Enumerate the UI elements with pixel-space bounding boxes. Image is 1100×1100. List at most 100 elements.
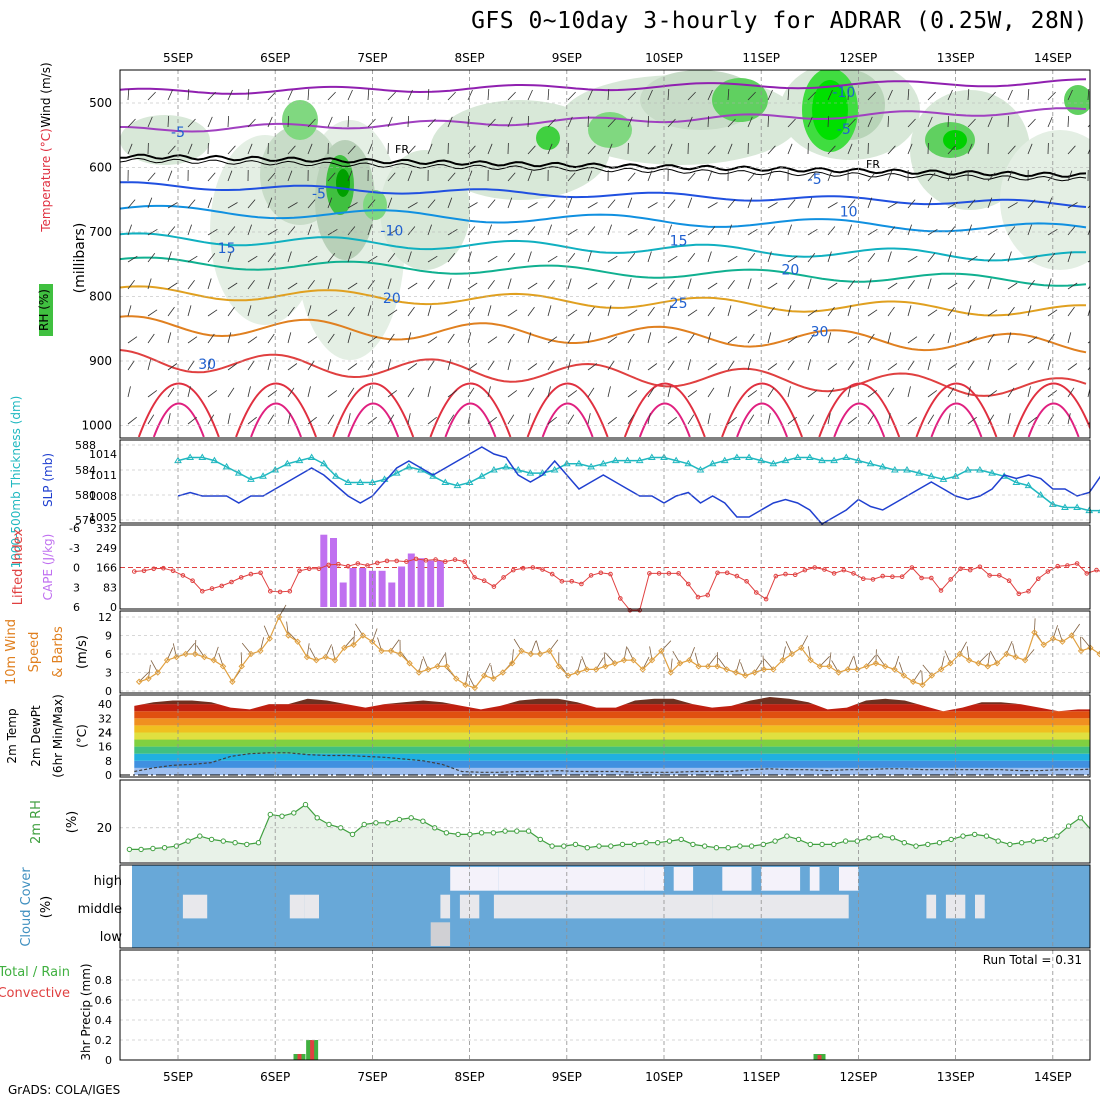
rh-point — [549, 843, 555, 849]
wind-barb — [907, 416, 917, 425]
wind-barb — [307, 336, 318, 344]
wind-barb — [947, 387, 955, 398]
thickness-point — [1036, 491, 1045, 498]
isotherm — [120, 232, 1087, 262]
wind-barb — [787, 386, 791, 398]
wind-barb — [907, 224, 912, 236]
wind-barb — [607, 305, 612, 317]
wind-barb — [667, 199, 676, 209]
wind-barb — [1067, 170, 1073, 182]
temperature-band — [134, 746, 1090, 754]
thickness-point — [781, 456, 790, 464]
freezing-label: FR — [395, 143, 409, 156]
rh-point — [1089, 829, 1090, 833]
wind-barb — [487, 199, 496, 209]
wind-barb-10m — [241, 642, 252, 655]
cloud-cell — [839, 867, 859, 891]
wind-speed-point — [387, 647, 395, 655]
cape-bar — [320, 534, 328, 607]
date-label-bottom: 6SEP — [260, 1070, 290, 1084]
wind-barb — [1027, 336, 1038, 344]
cloud-cell — [566, 894, 596, 919]
thickness-point — [332, 472, 340, 479]
wind-barb — [827, 145, 836, 155]
wind-barb — [567, 333, 575, 344]
lifted-index-point — [792, 572, 798, 578]
wind-barb — [867, 172, 876, 182]
wind-barb — [707, 282, 718, 290]
wind-speed-point — [844, 666, 852, 673]
wind-barb — [787, 279, 795, 290]
date-label-bottom: 13SEP — [937, 1070, 975, 1084]
wind-barb — [827, 115, 829, 128]
temperature-tick-label: 24 — [98, 726, 112, 739]
wind-barb — [487, 224, 492, 236]
wind-barb — [607, 143, 613, 155]
wind-barb — [347, 251, 352, 263]
rh-point — [690, 841, 696, 848]
rh-point — [314, 815, 320, 821]
wind-barb — [367, 199, 376, 209]
wind-barb — [847, 143, 853, 155]
wind-barb — [407, 387, 415, 398]
rh-plot — [126, 801, 1090, 862]
thickness-point — [793, 453, 802, 460]
wind-barb — [887, 202, 898, 209]
wind-barb — [147, 414, 155, 425]
wind-barb — [907, 255, 918, 263]
wind-speed-point — [835, 669, 842, 676]
wind-barb — [387, 253, 396, 263]
precip-axis-label: 3hr Precip (mm) — [79, 963, 93, 1060]
wind-barb — [907, 143, 913, 155]
wind-barb — [247, 88, 250, 101]
wind-speed-point — [723, 666, 730, 673]
isotherm — [120, 204, 1087, 233]
wind-speed-point — [499, 669, 507, 676]
wind-barb — [627, 116, 633, 128]
wind-barb — [1047, 333, 1055, 344]
wind-barb — [847, 224, 852, 236]
wind-barb — [1027, 386, 1031, 398]
wind-speed-point — [285, 632, 292, 639]
thickness-tick-label: 576 — [75, 514, 96, 527]
wind-barb — [247, 416, 257, 425]
wind-barb — [167, 387, 175, 398]
cloud-cell — [673, 867, 694, 891]
lifted-index-point — [209, 586, 215, 591]
wind-barb — [127, 386, 131, 398]
wind-barb — [427, 118, 436, 128]
wind-speed-point — [891, 666, 898, 673]
wind-speed-point — [854, 666, 861, 673]
low-level-isotherm — [235, 382, 317, 437]
wind-barb — [207, 91, 216, 101]
wind-speed-point — [163, 656, 171, 664]
lifted-index-point — [268, 588, 273, 594]
date-label-top: 9SEP — [552, 51, 582, 65]
wind-barb — [187, 416, 197, 425]
thickness-point — [259, 472, 267, 479]
wind-barb — [407, 202, 418, 209]
wind-barb — [447, 390, 458, 398]
rh-point — [737, 843, 743, 849]
wind-barb — [807, 91, 816, 101]
wind-barb — [427, 336, 438, 344]
wind-speed-point — [191, 650, 199, 658]
wind-barb — [247, 279, 255, 290]
wind-barb — [647, 226, 656, 236]
wind-barb — [867, 91, 876, 101]
wind-barb — [647, 306, 655, 317]
panel-border-wind — [119, 610, 1091, 694]
wind-barb — [147, 309, 158, 317]
lifted-index-point — [773, 573, 779, 579]
wind-barb — [167, 413, 171, 425]
date-label-top: 14SEP — [1034, 51, 1072, 65]
wind-barb — [127, 279, 135, 290]
thickness-point — [635, 456, 644, 464]
lifted-index-point — [433, 557, 438, 562]
wind-barb — [887, 115, 889, 128]
lifted-index-point — [132, 569, 137, 574]
rh-point — [760, 841, 767, 848]
wind-barb — [967, 88, 970, 101]
lifted-index-point — [394, 558, 400, 564]
wind-barb — [247, 336, 258, 344]
